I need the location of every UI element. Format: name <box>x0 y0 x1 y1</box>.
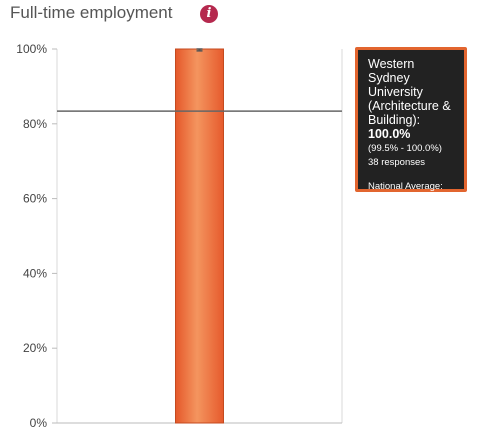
tooltip-national-value: 83.4% <box>368 195 395 206</box>
y-tick-label: 20% <box>23 341 47 355</box>
tooltip-responses: 38 responses <box>368 157 426 168</box>
y-tick-label: 80% <box>23 117 47 131</box>
y-tick-label: 100% <box>16 42 47 56</box>
tooltip-interval: (99.5% - 100.0%) <box>368 143 442 154</box>
tooltip-university: Western Sydney University (Architecture … <box>368 57 451 127</box>
chart-title: Full-time employment <box>10 3 173 22</box>
bar <box>175 48 224 424</box>
y-tick-label: 40% <box>23 266 47 280</box>
tooltip-value: 100.0% <box>368 127 411 141</box>
tooltip: Western Sydney University (Architecture … <box>355 47 467 206</box>
tooltip-national-label: National Average: <box>368 181 443 192</box>
info-icon[interactable]: i <box>200 5 218 23</box>
y-tick-label: 60% <box>23 192 47 206</box>
y-tick-label: 0% <box>30 416 48 430</box>
